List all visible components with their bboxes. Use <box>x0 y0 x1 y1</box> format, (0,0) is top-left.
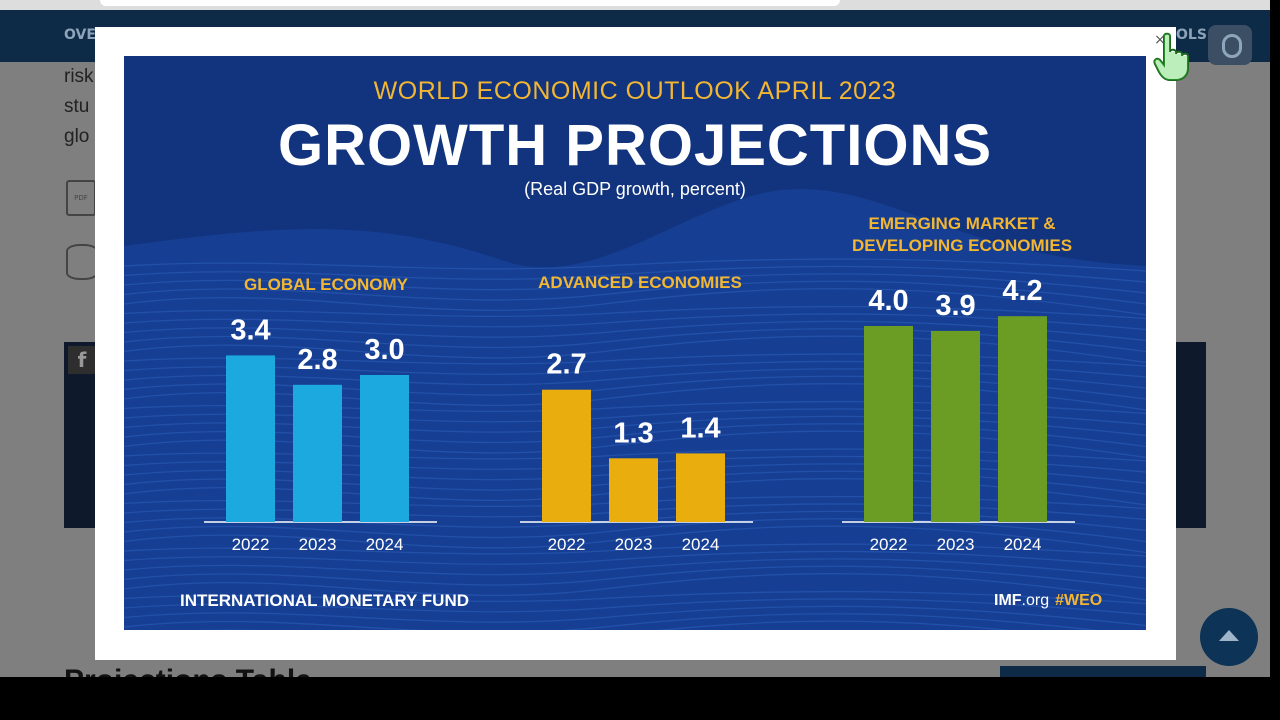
growth-bar-chart: GLOBAL ECONOMY 3.4 2022 2.8 2023 3.0 2024 ADVAN… <box>204 214 1075 554</box>
background-button[interactable] <box>1000 666 1206 677</box>
report-title: WORLD ECONOMIC OUTLOOK APRIL 2023 <box>373 77 897 105</box>
background-section-heading: Projections Table <box>64 664 312 677</box>
scroll-to-top-button[interactable] <box>1200 608 1258 666</box>
database-icon[interactable] <box>66 244 98 280</box>
group-title-2: DEVELOPING ECONOMIES <box>852 236 1072 255</box>
background-text-line-3: glo <box>64 126 90 147</box>
data-label-emerging-2022: 4.0 <box>868 285 908 317</box>
imf-site-domain: .org <box>1021 592 1050 609</box>
bar-emerging-2022 <box>864 326 913 522</box>
group-title-2: EMERGING MARKET & <box>869 214 1056 233</box>
modal-close-button[interactable]: × <box>1154 32 1166 48</box>
imf-footer-name: INTERNATIONAL MONETARY FUND <box>180 591 469 610</box>
x-tick-label-emerging-2022: 2022 <box>870 535 908 554</box>
imf-footer-links: IMF.org #WEO <box>994 592 1102 610</box>
nav-item-overview[interactable]: OVE <box>64 27 96 43</box>
data-label-emerging-2023: 3.9 <box>935 290 975 322</box>
x-tick-label-global-2023: 2023 <box>299 535 337 554</box>
data-label-global-2023: 2.8 <box>297 344 337 376</box>
pdf-icon[interactable]: PDF <box>66 180 96 216</box>
bar-emerging-2023 <box>931 330 980 522</box>
bar-advanced-2023 <box>609 458 658 522</box>
data-label-global-2022: 3.4 <box>230 314 270 346</box>
infographic-title: GROWTH PROJECTIONS <box>277 113 993 178</box>
bar-global-2023 <box>293 384 342 522</box>
infographic-subtitle: (Real GDP growth, percent) <box>524 179 746 199</box>
browser-top-bar <box>0 0 1270 10</box>
x-tick-label-emerging-2024: 2024 <box>1004 535 1042 554</box>
data-label-advanced-2024: 1.4 <box>680 412 720 444</box>
x-tick-label-global-2022: 2022 <box>232 535 270 554</box>
group-title-1: ADVANCED ECONOMIES <box>538 273 742 292</box>
x-tick-label-emerging-2023: 2023 <box>937 535 975 554</box>
data-label-emerging-2024: 4.2 <box>1002 275 1042 307</box>
bar-advanced-2022 <box>542 389 591 522</box>
data-label-advanced-2023: 1.3 <box>613 417 653 449</box>
site-logo-icon[interactable] <box>1208 25 1252 65</box>
growth-projections-infographic: WORLD ECONOMIC OUTLOOK APRIL 2023 GROWTH… <box>124 56 1146 630</box>
facebook-icon[interactable]: f <box>68 346 96 374</box>
data-label-global-2024: 3.0 <box>364 334 404 366</box>
x-tick-label-advanced-2023: 2023 <box>615 535 653 554</box>
window-edge <box>1270 0 1280 720</box>
group-title-0: GLOBAL ECONOMY <box>244 275 409 294</box>
bar-global-2024 <box>360 375 409 522</box>
bar-advanced-2024 <box>676 453 725 522</box>
data-label-advanced-2022: 2.7 <box>546 349 586 381</box>
background-text-line-1: risk <box>64 66 94 87</box>
address-bar[interactable] <box>100 0 840 6</box>
weo-hashtag: #WEO <box>1055 592 1103 609</box>
x-tick-label-advanced-2022: 2022 <box>548 535 586 554</box>
imf-site-bold: IMF <box>994 592 1022 609</box>
nav-item-tools[interactable]: OLS <box>1176 27 1207 43</box>
background-text-line-2: stu <box>64 96 90 117</box>
bar-global-2022 <box>226 355 275 522</box>
bar-emerging-2024 <box>998 316 1047 522</box>
x-tick-label-advanced-2024: 2024 <box>682 535 720 554</box>
x-tick-label-global-2024: 2024 <box>366 535 404 554</box>
